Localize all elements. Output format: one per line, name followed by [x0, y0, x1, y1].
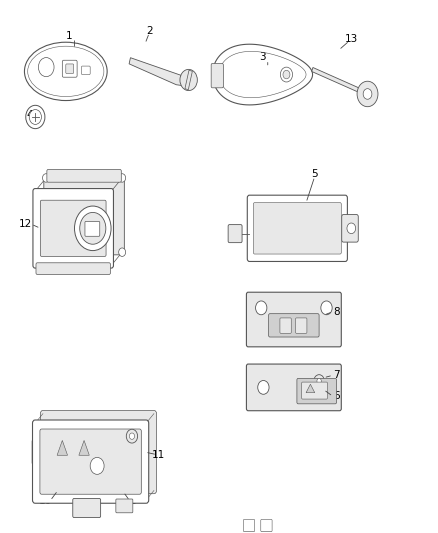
Circle shape — [29, 110, 42, 124]
Circle shape — [39, 58, 54, 77]
Circle shape — [258, 381, 269, 394]
Text: 3: 3 — [259, 52, 266, 62]
Circle shape — [74, 206, 111, 251]
FancyBboxPatch shape — [32, 420, 149, 503]
FancyBboxPatch shape — [268, 314, 319, 337]
Text: 1: 1 — [66, 31, 72, 41]
Circle shape — [357, 81, 378, 107]
Text: 5: 5 — [311, 169, 318, 179]
Circle shape — [255, 301, 267, 315]
Circle shape — [26, 106, 45, 128]
FancyBboxPatch shape — [302, 382, 327, 399]
FancyBboxPatch shape — [40, 429, 141, 494]
FancyBboxPatch shape — [244, 520, 254, 531]
FancyBboxPatch shape — [247, 292, 341, 347]
Circle shape — [317, 378, 321, 384]
Text: 10: 10 — [39, 496, 52, 506]
Polygon shape — [312, 68, 359, 92]
FancyBboxPatch shape — [44, 175, 124, 255]
Text: 6: 6 — [333, 391, 340, 401]
Circle shape — [129, 433, 134, 439]
Circle shape — [283, 70, 290, 79]
FancyBboxPatch shape — [40, 410, 156, 494]
Circle shape — [180, 69, 198, 91]
Circle shape — [42, 174, 49, 182]
Polygon shape — [57, 440, 67, 455]
FancyBboxPatch shape — [32, 440, 44, 464]
FancyBboxPatch shape — [228, 224, 242, 243]
Text: 9: 9 — [131, 496, 138, 506]
Polygon shape — [306, 384, 315, 393]
Text: 13: 13 — [345, 34, 358, 44]
FancyBboxPatch shape — [33, 189, 113, 268]
FancyBboxPatch shape — [73, 498, 101, 518]
Polygon shape — [129, 58, 183, 85]
FancyBboxPatch shape — [47, 169, 121, 182]
Polygon shape — [212, 44, 313, 105]
Circle shape — [321, 301, 332, 315]
Circle shape — [119, 248, 126, 256]
Circle shape — [314, 375, 324, 387]
FancyBboxPatch shape — [261, 532, 272, 533]
FancyBboxPatch shape — [297, 378, 336, 404]
Polygon shape — [79, 440, 89, 455]
Circle shape — [80, 213, 106, 244]
FancyBboxPatch shape — [62, 60, 77, 77]
FancyBboxPatch shape — [40, 200, 106, 256]
FancyBboxPatch shape — [85, 221, 100, 236]
Text: 11: 11 — [152, 450, 165, 460]
FancyBboxPatch shape — [81, 66, 90, 75]
FancyBboxPatch shape — [296, 318, 307, 333]
FancyBboxPatch shape — [261, 520, 272, 531]
FancyBboxPatch shape — [244, 532, 254, 533]
FancyBboxPatch shape — [211, 63, 223, 88]
FancyBboxPatch shape — [36, 263, 110, 274]
Polygon shape — [185, 70, 192, 90]
Text: 8: 8 — [333, 306, 340, 317]
Text: 7: 7 — [333, 370, 340, 380]
Circle shape — [363, 88, 372, 99]
FancyBboxPatch shape — [116, 499, 133, 513]
FancyBboxPatch shape — [247, 195, 347, 262]
Ellipse shape — [25, 42, 107, 101]
Circle shape — [90, 457, 104, 474]
Circle shape — [126, 429, 138, 443]
FancyBboxPatch shape — [280, 318, 291, 333]
Circle shape — [42, 248, 49, 256]
FancyBboxPatch shape — [66, 64, 74, 74]
Circle shape — [280, 67, 293, 82]
FancyBboxPatch shape — [342, 215, 358, 242]
Circle shape — [119, 174, 126, 182]
Text: 2: 2 — [146, 26, 153, 36]
Circle shape — [347, 223, 356, 233]
Text: 12: 12 — [19, 219, 32, 229]
FancyBboxPatch shape — [253, 203, 341, 254]
FancyBboxPatch shape — [247, 364, 341, 411]
Text: 4: 4 — [26, 110, 33, 120]
